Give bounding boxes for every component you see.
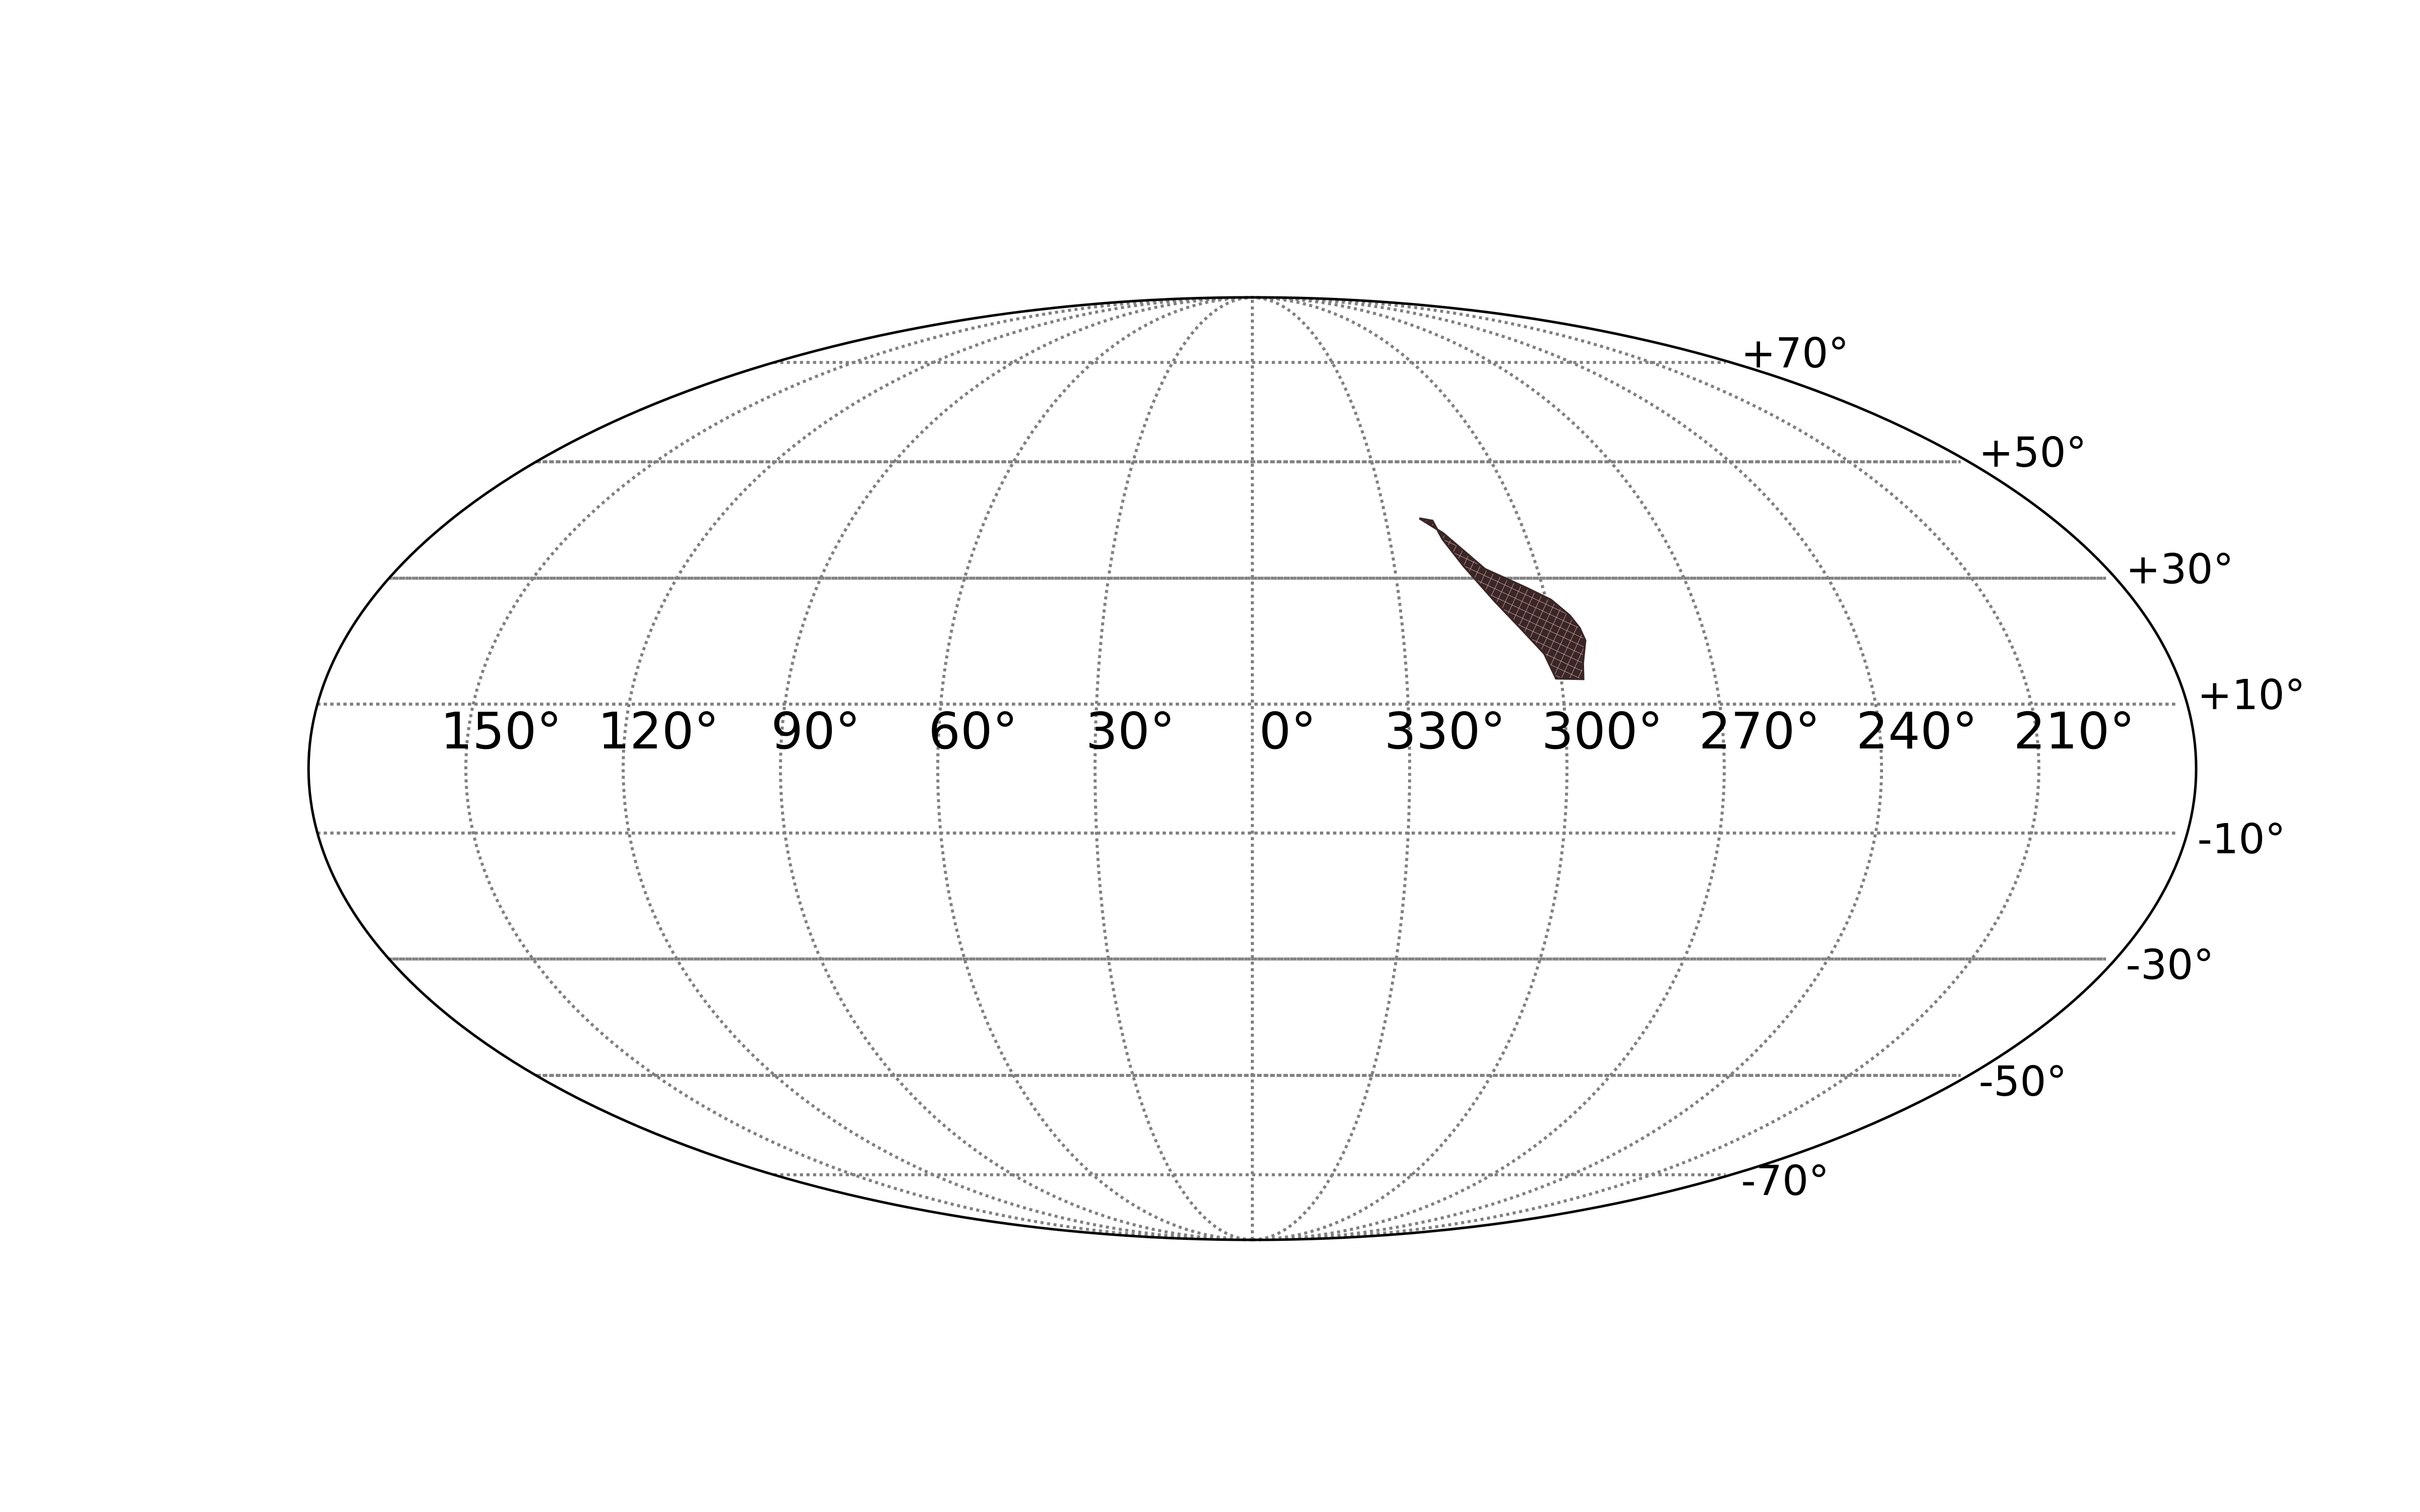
longitude-tick-label: 150° bbox=[441, 702, 562, 761]
latitude-tick-label: +10° bbox=[2197, 671, 2305, 719]
longitude-tick-labels: 150° 120° 90° 60° 30° 0° 330° 300° 270° 240° 210° bbox=[441, 702, 2135, 761]
meridian-line bbox=[936, 296, 1253, 1241]
longitude-tick-label: 210° bbox=[2014, 702, 2135, 761]
data-region bbox=[1419, 517, 1587, 680]
longitude-tick-label: 90° bbox=[771, 702, 860, 761]
coordinate-grid bbox=[317, 296, 2177, 1241]
meridian-line bbox=[1094, 296, 1253, 1241]
region-layer bbox=[1419, 517, 1587, 680]
meridian-line bbox=[1252, 296, 1726, 1241]
meridian-line bbox=[464, 296, 1253, 1241]
longitude-tick-label: 270° bbox=[1699, 702, 1821, 761]
longitude-tick-label: 300° bbox=[1542, 702, 1663, 761]
latitude-tick-label: -50° bbox=[1979, 1058, 2067, 1106]
latitude-tick-label: +50° bbox=[1979, 429, 2087, 477]
latitude-tick-label: +70° bbox=[1741, 330, 1849, 377]
meridian-line bbox=[1252, 296, 1411, 1241]
latitude-tick-label: -70° bbox=[1741, 1157, 1829, 1205]
latitude-tick-label: -30° bbox=[2126, 941, 2214, 989]
longitude-tick-label: 0° bbox=[1259, 702, 1316, 761]
longitude-tick-label: 120° bbox=[598, 702, 719, 761]
meridian-line bbox=[1252, 296, 1569, 1241]
longitude-tick-label: 60° bbox=[928, 702, 1017, 761]
longitude-tick-label: 30° bbox=[1085, 702, 1175, 761]
map-frame bbox=[307, 296, 2198, 1241]
meridian-line bbox=[621, 296, 1253, 1241]
meridian-line bbox=[1252, 296, 2041, 1241]
latitude-tick-label: +30° bbox=[2126, 545, 2233, 593]
meridian-line bbox=[1252, 296, 1884, 1241]
longitude-tick-label: 240° bbox=[1856, 702, 1978, 761]
latitude-tick-label: -10° bbox=[2197, 815, 2285, 863]
latitude-tick-labels: +70° +50° +30° +10° -10° -30° -50° -70° bbox=[1741, 330, 2305, 1205]
meridian-line bbox=[778, 296, 1253, 1241]
longitude-tick-label: 330° bbox=[1384, 702, 1506, 761]
